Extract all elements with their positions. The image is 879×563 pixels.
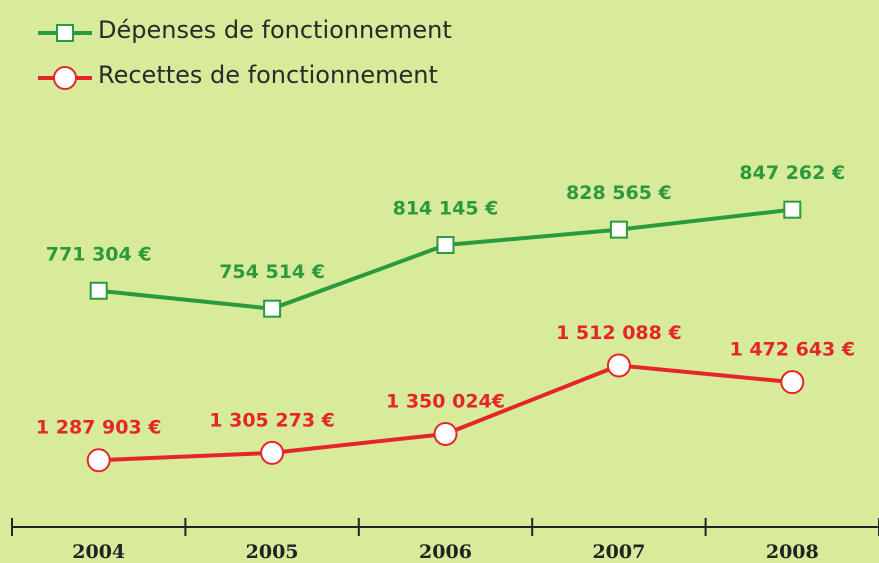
point [780,370,805,395]
data-label: 754 514 € [219,261,325,283]
data-label: 814 145 € [393,198,499,220]
point [436,236,455,255]
data-label: 771 304 € [46,243,152,265]
data-label: 1 472 643 € [729,339,855,361]
point [89,281,108,300]
point [433,421,458,446]
point [783,200,802,219]
point [86,448,111,473]
legend-label: Recettes de fonctionnement [98,61,438,89]
data-label: 1 287 903 € [36,417,162,439]
x-tick-label: 2006 [419,541,472,563]
data-label: 828 565 € [566,182,672,204]
data-label: 1 350 024€ [386,390,505,412]
data-label: 1 305 273 € [209,409,335,431]
data-label: 847 262 € [739,162,845,184]
x-tick-label: 2005 [246,541,299,563]
legend-label: Dépenses de fonctionnement [98,16,452,44]
point [263,299,282,318]
x-tick-label: 2008 [766,541,819,563]
point [606,353,631,378]
point [609,220,628,239]
point [260,440,285,465]
x-tick-label: 2007 [592,541,645,563]
legend-marker [56,24,74,42]
x-tick-label: 2004 [72,541,125,563]
legend-marker [53,66,77,90]
data-label: 1 512 088 € [556,322,682,344]
